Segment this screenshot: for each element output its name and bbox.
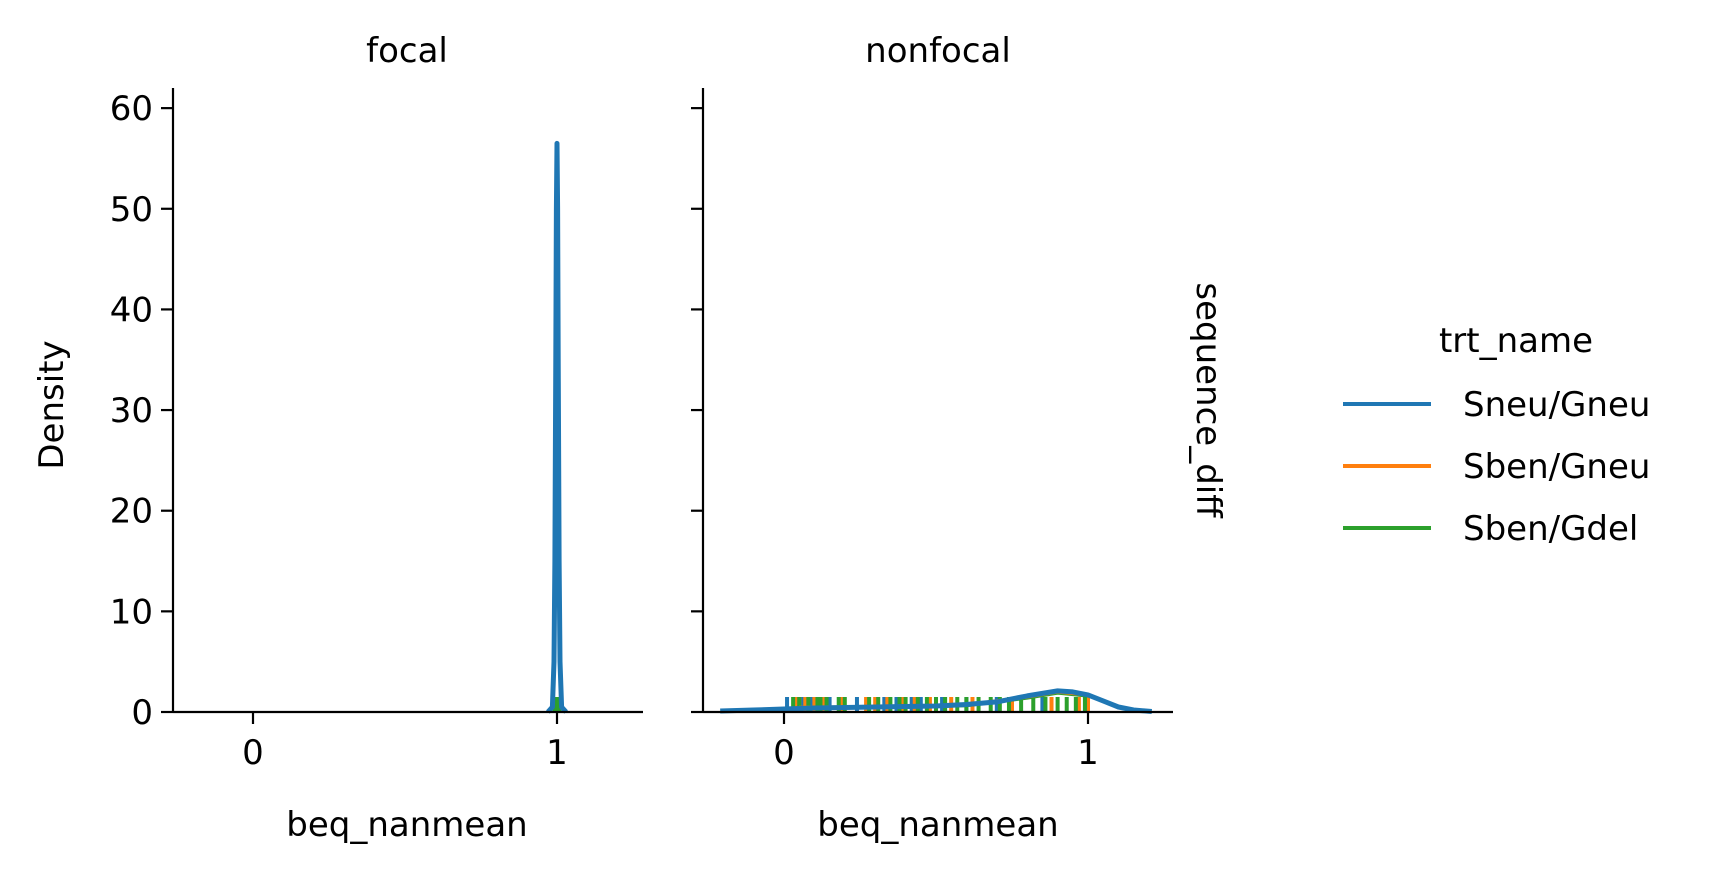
- y-tick-label: 40: [110, 290, 153, 330]
- kde-line-sneu-gneu: [546, 140, 568, 714]
- legend-entry-label: Sben/Gdel: [1463, 509, 1638, 549]
- y-tick-label: 0: [131, 693, 153, 733]
- legend-entry-label: Sneu/Gneu: [1463, 385, 1650, 425]
- legend-entries: Sneu/Gneu Sben/Gneu Sben/Gdel: [1343, 385, 1650, 549]
- panel-nonfocal-axes: [701, 88, 1173, 714]
- y-tick-label: 60: [110, 89, 153, 129]
- panel-focal: focal Density beq_nanmean 0 1010203040506…: [32, 31, 643, 845]
- y-tick-label: 50: [110, 190, 153, 230]
- kde-line-sben-gdel: [552, 698, 562, 713]
- y-tick-label: 20: [110, 492, 153, 532]
- x-tick-label: 1: [546, 733, 568, 773]
- panel-nonfocal-marks: [720, 688, 1153, 714]
- y-axis-label: Density: [32, 340, 72, 469]
- panel-focal-marks: [546, 140, 568, 714]
- panel-nonfocal-x-axis-label: beq_nanmean: [817, 805, 1058, 845]
- row-facet-label: sequence_diff: [1188, 282, 1228, 519]
- x-tick-label: 0: [773, 733, 795, 773]
- panel-focal-axes: [171, 88, 643, 714]
- legend-entry-label: Sben/Gneu: [1463, 447, 1650, 487]
- x-tick-label: 0: [242, 733, 264, 773]
- panel-focal-x-axis-label: beq_nanmean: [286, 805, 527, 845]
- legend: trt_name Sneu/Gneu Sben/Gneu Sben/Gdel: [1343, 321, 1650, 549]
- x-tick-label: 1: [1077, 733, 1099, 773]
- legend-title: trt_name: [1439, 321, 1593, 361]
- y-tick-label: 10: [110, 592, 153, 632]
- panel-focal-title: focal: [366, 31, 448, 71]
- panel-nonfocal-title: nonfocal: [865, 31, 1011, 71]
- kde-line-sneu-gneu: [720, 688, 1153, 714]
- y-tick-label: 30: [110, 391, 153, 431]
